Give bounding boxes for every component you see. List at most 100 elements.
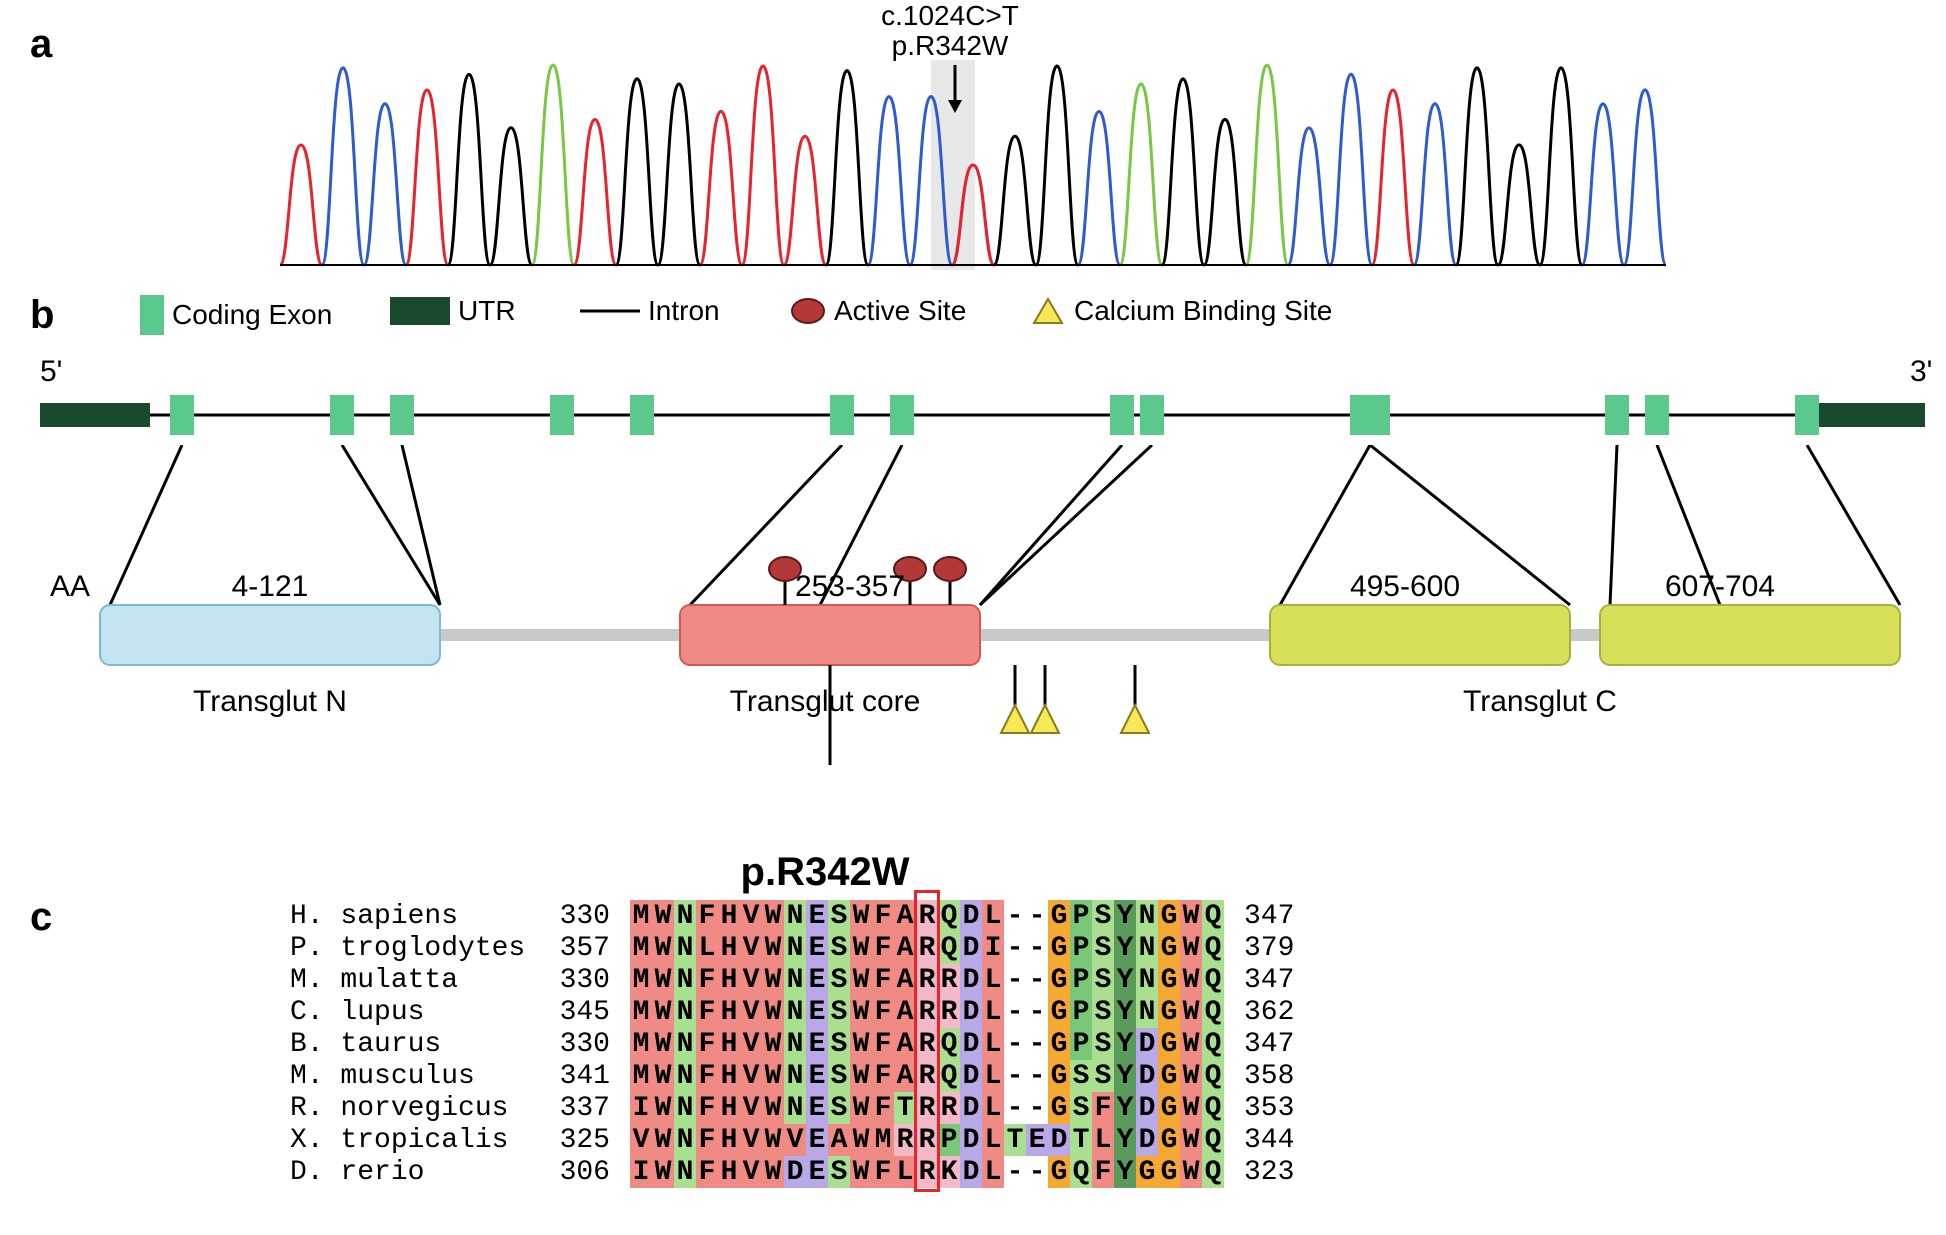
species-name: H. sapiens [290, 901, 550, 932]
residue: Y [1114, 1092, 1136, 1124]
panel-a-label: a [30, 22, 52, 67]
residue: F [696, 900, 718, 932]
residue: D [1136, 1092, 1158, 1124]
residue: F [696, 1124, 718, 1156]
pos-end: 347 [1224, 1029, 1304, 1060]
residue: - [1026, 1092, 1048, 1124]
residue: D [960, 1156, 982, 1188]
species-name: M. musculus [290, 1061, 550, 1092]
residue: W [652, 1092, 674, 1124]
legend-calcium-site-label: Calcium Binding Site [1074, 295, 1332, 327]
residue: W [652, 1028, 674, 1060]
residue: D [960, 1060, 982, 1092]
residue: W [762, 996, 784, 1028]
range-transglut-c2: 607-704 [1620, 570, 1820, 604]
residue: F [696, 1156, 718, 1188]
residue: G [1158, 1156, 1180, 1188]
residue: D [960, 996, 982, 1028]
residue: S [1092, 932, 1114, 964]
residue: P [938, 1124, 960, 1156]
residue: - [1026, 1156, 1048, 1188]
residue: N [784, 900, 806, 932]
residue: I [630, 1092, 652, 1124]
residue: S [1092, 964, 1114, 996]
residue: F [872, 1092, 894, 1124]
residue: S [1092, 900, 1114, 932]
residue: S [1092, 1060, 1114, 1092]
range-transglut-c1: 495-600 [1305, 570, 1505, 604]
residue: Y [1114, 1124, 1136, 1156]
residue: - [1026, 1028, 1048, 1060]
pos-start: 306 [550, 1157, 630, 1188]
residue: G [1158, 996, 1180, 1028]
residue: L [982, 964, 1004, 996]
legend-intron: Intron [580, 295, 720, 327]
residue: V [740, 1028, 762, 1060]
residue: Q [1202, 932, 1224, 964]
residue: V [784, 1124, 806, 1156]
pos-end: 379 [1224, 933, 1304, 964]
residue: S [1070, 1092, 1092, 1124]
residue: Q [1202, 996, 1224, 1028]
residue: G [1158, 1028, 1180, 1060]
residue: D [960, 1028, 982, 1060]
residue: N [674, 1124, 696, 1156]
panel-c-label: c [30, 895, 52, 940]
pos-start: 330 [550, 965, 630, 996]
residue: S [828, 932, 850, 964]
residue: - [1026, 1060, 1048, 1092]
residue: N [784, 1060, 806, 1092]
residue: W [652, 1124, 674, 1156]
pos-start: 330 [550, 1029, 630, 1060]
residue: W [762, 1060, 784, 1092]
pos-start: 330 [550, 901, 630, 932]
residue: A [894, 1028, 916, 1060]
residue: A [894, 964, 916, 996]
residue: - [1004, 996, 1026, 1028]
species-name: M. mulatta [290, 965, 550, 996]
residue: Q [1070, 1156, 1092, 1188]
residue: F [696, 1092, 718, 1124]
alignment-row: X. tropicalis325VWNFHVWVEAWMRRPDLTEDTLYD… [290, 1124, 1304, 1156]
alignment-row: H. sapiens330MWNFHVWNESWFARQDL--GPSYNGWQ… [290, 900, 1304, 932]
residue: K [938, 1156, 960, 1188]
gene-structure [40, 385, 1930, 445]
residue: W [1180, 1028, 1202, 1060]
residue: A [828, 1124, 850, 1156]
residue: W [850, 932, 872, 964]
residue: L [982, 1092, 1004, 1124]
residue: N [674, 1156, 696, 1188]
residue: W [1180, 900, 1202, 932]
residue: W [850, 1092, 872, 1124]
residue: F [1092, 1092, 1114, 1124]
legend-utr: UTR [390, 295, 516, 327]
residue: L [982, 900, 1004, 932]
residue: H [718, 932, 740, 964]
three-prime-label: 3' [1910, 355, 1932, 389]
residue: - [1004, 1060, 1026, 1092]
residue: M [872, 1124, 894, 1156]
residue: S [828, 1156, 850, 1188]
residue: M [630, 932, 652, 964]
residue: M [630, 900, 652, 932]
residue: Q [938, 900, 960, 932]
residue: - [1026, 996, 1048, 1028]
pos-start: 337 [550, 1093, 630, 1124]
residue: V [630, 1124, 652, 1156]
residue: N [784, 1028, 806, 1060]
residue: A [894, 996, 916, 1028]
residue: F [1092, 1156, 1114, 1188]
alignment-row: B. taurus330MWNFHVWNESWFARQDL--GPSYDGWQ3… [290, 1028, 1304, 1060]
residue: I [630, 1156, 652, 1188]
residue: Q [1202, 1028, 1224, 1060]
residue: F [872, 932, 894, 964]
residue: V [740, 1156, 762, 1188]
residue: Y [1114, 1060, 1136, 1092]
residue: V [740, 964, 762, 996]
residue: P [1070, 1028, 1092, 1060]
species-name: D. rerio [290, 1157, 550, 1188]
residue: W [1180, 932, 1202, 964]
pos-end: 347 [1224, 901, 1304, 932]
residue: W [850, 964, 872, 996]
residue: F [872, 1028, 894, 1060]
